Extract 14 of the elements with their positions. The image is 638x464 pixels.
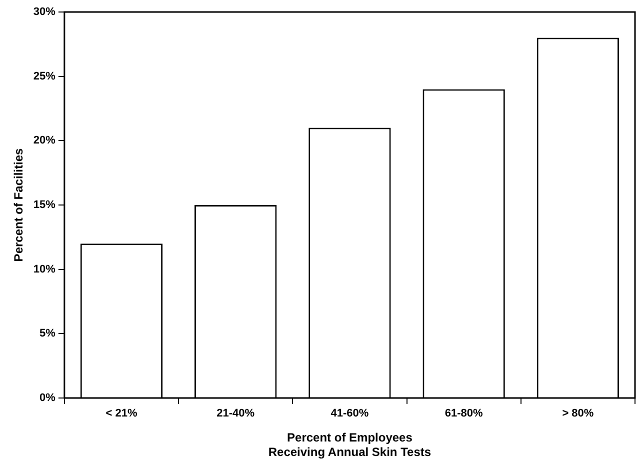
x-tick-label: 41-60%: [330, 408, 369, 420]
y-tick-label: 15%: [33, 199, 56, 212]
y-tick-label: 5%: [40, 328, 56, 340]
x-tick-label: 61-80%: [444, 408, 483, 420]
y-tick-label: 0%: [40, 392, 56, 404]
x-tick-label: < 21%: [106, 408, 138, 420]
x-axis-title: Percent of Employees Receiving Annual Skin Tests: [268, 430, 432, 460]
x-tick-label: 21-40%: [216, 408, 255, 420]
y-axis-title: Percent of Facilities: [12, 148, 26, 262]
y-tick-label: 30%: [33, 6, 56, 18]
x-tick-label: > 80%: [562, 408, 594, 420]
y-tick-label: 25%: [33, 70, 56, 82]
y-tick-label: 10%: [33, 263, 56, 276]
y-tick-label: 20%: [33, 134, 56, 147]
